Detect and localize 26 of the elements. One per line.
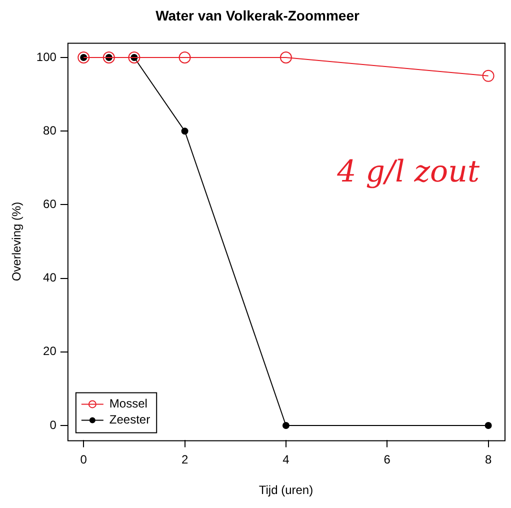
- x-tick-label: 4: [282, 452, 290, 467]
- point: [102, 52, 115, 64]
- x-tick-label: 8: [484, 452, 492, 467]
- point: [484, 422, 492, 429]
- point: [78, 52, 90, 64]
- annotation: 4 g/l zout: [336, 154, 480, 190]
- x-axis-title: Tijd (uren): [258, 483, 314, 498]
- point: [128, 52, 140, 64]
- x-tick-label: 2: [181, 452, 188, 467]
- point: [482, 70, 494, 82]
- point: [178, 52, 191, 64]
- y-tick-label: 0: [50, 418, 57, 432]
- point: [280, 52, 292, 64]
- y-tick-label: 40: [43, 270, 57, 285]
- legend-label: Zeester: [109, 412, 150, 427]
- y-axis-title: Overleving (%): [10, 202, 24, 282]
- point: [181, 128, 188, 135]
- x-tick-label: 0: [80, 452, 88, 467]
- chart-title: Water van Volkerak-Zoommeer: [156, 7, 360, 24]
- y-tick-label: 20: [43, 344, 57, 358]
- x-tick-label: 6: [384, 452, 391, 467]
- y-tick-label: 80: [43, 123, 57, 138]
- legend-label: Mossel: [109, 396, 148, 411]
- point: [282, 422, 290, 429]
- y-tick-label: 100: [36, 50, 57, 64]
- y-tick-label: 60: [43, 197, 57, 212]
